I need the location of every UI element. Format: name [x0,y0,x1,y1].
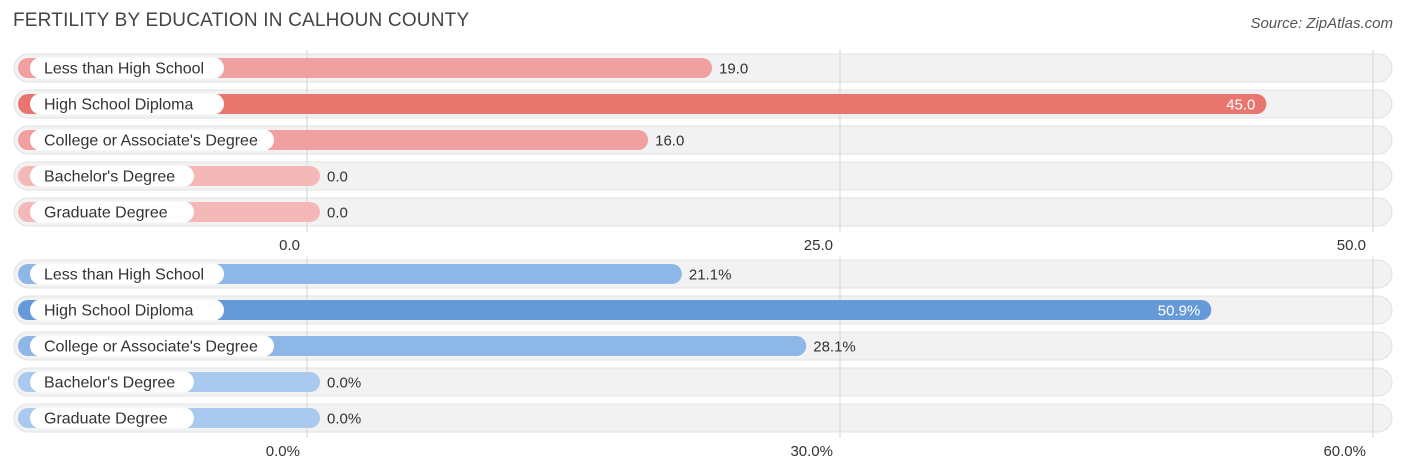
category-label-pill [30,93,224,115]
category-label-pill [30,371,194,393]
category-label: College or Associate's Degree [44,339,258,356]
value-label: 0.0% [327,375,361,392]
category-label-pill [30,335,274,357]
row-background [13,403,1393,433]
value-label: 19.0 [719,61,748,78]
value-label: 16.0 [655,133,684,150]
tick-label: 50.0 [1337,237,1366,254]
tick-label: 0.0% [266,443,300,460]
value-label: 0.0 [327,205,348,222]
category-label: Bachelor's Degree [44,375,175,392]
value-label: 21.1% [689,267,732,284]
tick-label: 60.0% [1323,443,1366,460]
row-background [13,197,1393,227]
bar [18,94,1267,114]
tick-label: 30.0% [790,443,833,460]
category-label: High School Diploma [44,97,194,114]
row-background [13,367,1393,397]
category-label: College or Associate's Degree [44,133,258,150]
category-label-pill [30,299,224,321]
tick-label: 0.0 [279,237,300,254]
category-label: Less than High School [44,61,204,78]
category-label: Bachelor's Degree [44,169,175,186]
category-label-pill [30,129,274,151]
category-label-pill [30,263,224,285]
category-label: High School Diploma [44,303,194,320]
chart-title: FERTILITY BY EDUCATION IN CALHOUN COUNTY [13,10,470,31]
category-label: Graduate Degree [44,411,168,428]
source-note: Source: ZipAtlas.com [1250,15,1393,32]
category-label: Less than High School [44,267,204,284]
category-label-pill [30,201,194,223]
category-label-pill [30,57,224,79]
value-label: 45.0 [1226,97,1255,114]
value-label: 50.9% [1158,303,1201,320]
category-label: Graduate Degree [44,205,168,222]
value-label: 28.1% [813,339,856,356]
category-label-pill [30,165,194,187]
category-label-pill [30,407,194,429]
row-background [13,161,1393,191]
bar [18,300,1212,320]
value-label: 0.0 [327,169,348,186]
tick-label: 25.0 [804,237,833,254]
value-label: 0.0% [327,411,361,428]
